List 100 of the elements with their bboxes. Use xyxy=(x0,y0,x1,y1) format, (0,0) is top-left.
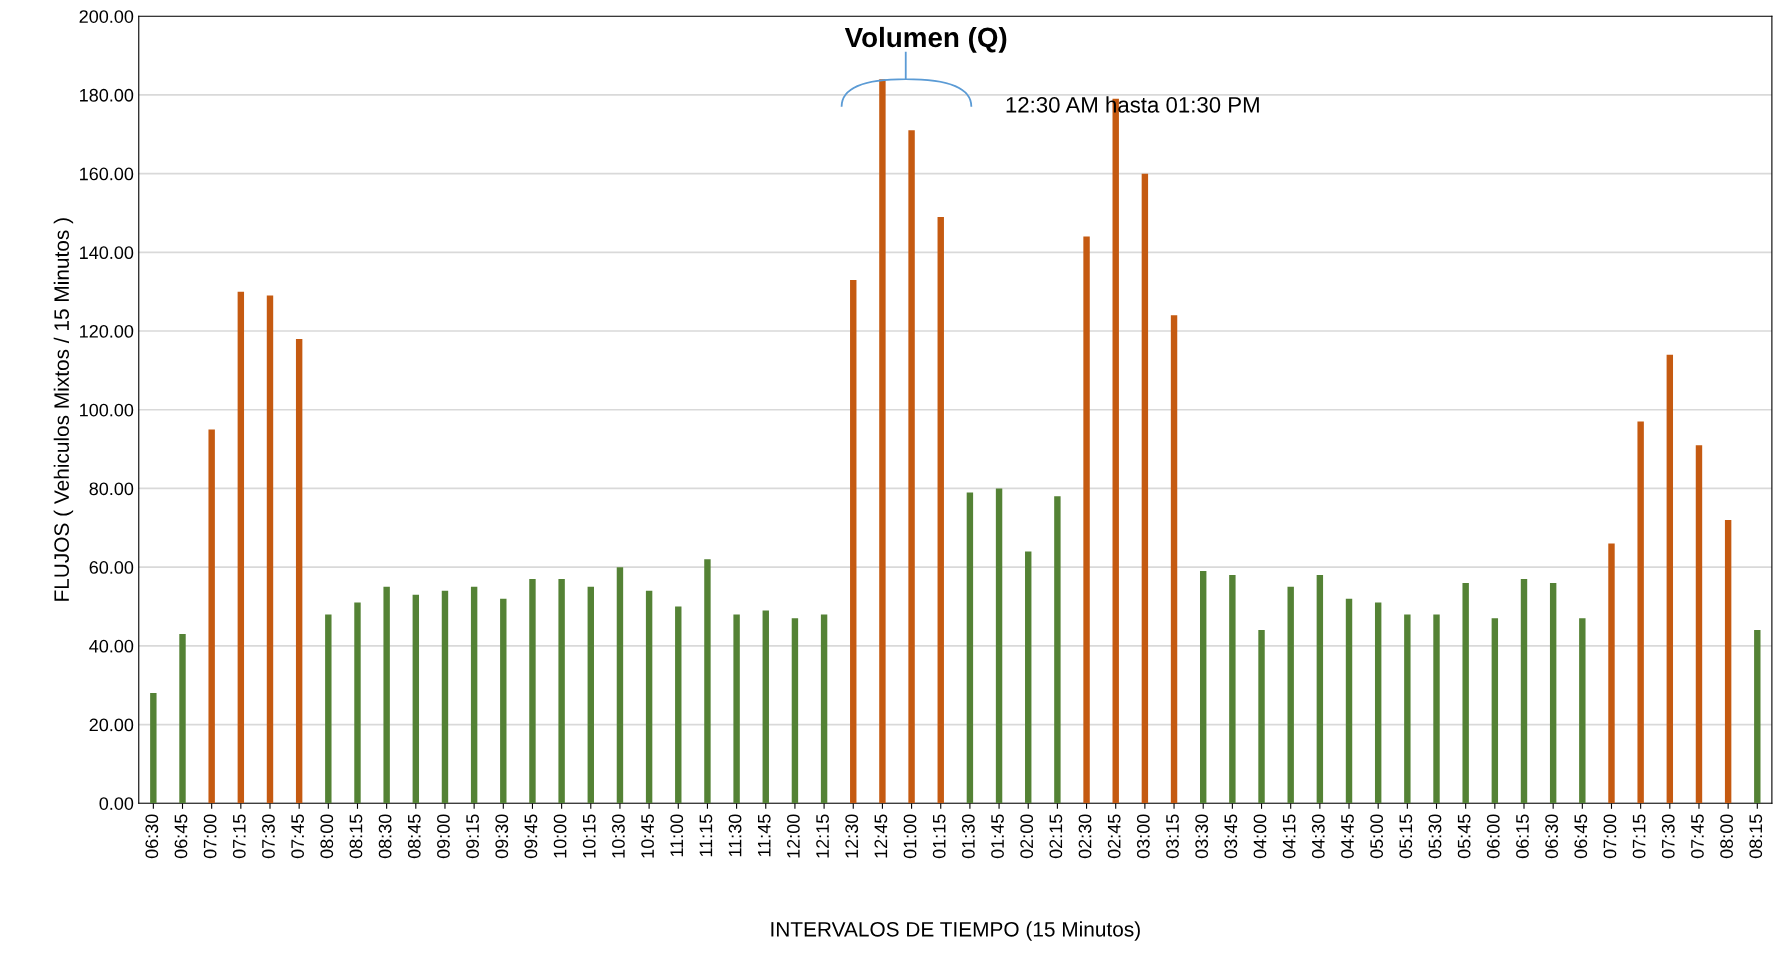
bar xyxy=(1724,519,1732,804)
bar xyxy=(675,606,682,804)
x-tick-label: 05:00 xyxy=(1370,814,1384,859)
y-tick-label: 180.00 xyxy=(80,88,134,102)
bar xyxy=(733,614,740,804)
bar xyxy=(1754,630,1761,804)
y-tick-label: 20.00 xyxy=(89,718,134,732)
x-tick-label: 05:30 xyxy=(1428,814,1442,859)
x-tick-label: 08:30 xyxy=(378,814,392,859)
bar xyxy=(879,79,886,804)
bar xyxy=(208,429,215,804)
bar xyxy=(995,488,1003,804)
bar xyxy=(150,693,157,804)
bar xyxy=(1287,586,1294,804)
x-tick-label: 12:30 xyxy=(845,814,859,858)
x-tick-label: 08:15 xyxy=(349,814,363,859)
bar xyxy=(704,559,711,804)
x-tick-label: 12:45 xyxy=(874,814,888,858)
y-tick-label: 40.00 xyxy=(89,639,134,653)
x-tick-label: 03:30 xyxy=(1195,814,1209,859)
bar xyxy=(1229,575,1236,804)
x-tick-label: 07:15 xyxy=(1632,814,1646,859)
x-tick-label: 02:30 xyxy=(1078,814,1092,859)
bar xyxy=(1462,582,1469,804)
x-tick-label: 02:15 xyxy=(1049,814,1063,859)
x-tick-label: 09:00 xyxy=(437,814,450,859)
bar xyxy=(1170,315,1178,804)
bar xyxy=(237,291,245,804)
x-tick-label: 04:00 xyxy=(1253,814,1267,859)
x-tick-label: 12:15 xyxy=(816,814,829,858)
x-tick-label: 11:15 xyxy=(699,814,713,857)
bar xyxy=(1316,575,1324,804)
bar xyxy=(1520,578,1528,804)
x-tick-label: 02:45 xyxy=(1107,814,1121,859)
x-tick-label: 01:15 xyxy=(932,814,946,859)
x-tick-label: 04:30 xyxy=(1311,814,1325,859)
x-tick-label: 06:15 xyxy=(1516,814,1529,859)
bar xyxy=(937,216,944,804)
x-tick-label: 07:30 xyxy=(1661,814,1675,859)
x-tick-label: 09:30 xyxy=(495,814,509,859)
bar xyxy=(1374,602,1382,804)
y-tick-label: 120.00 xyxy=(80,324,134,338)
bar xyxy=(1579,618,1586,804)
bar xyxy=(1608,543,1615,804)
bar xyxy=(558,578,565,804)
bar xyxy=(587,586,594,804)
bar xyxy=(1666,354,1674,804)
x-tick-label: 01:00 xyxy=(903,814,917,859)
x-tick-label: 06:45 xyxy=(1574,814,1588,859)
bar xyxy=(441,590,449,804)
bar xyxy=(645,590,653,804)
x-tick-label: 07:30 xyxy=(262,814,275,859)
bar xyxy=(325,614,332,804)
bar xyxy=(295,338,303,804)
x-tick-label: 10:45 xyxy=(641,814,654,858)
x-tick-label: 08:00 xyxy=(1720,814,1733,859)
y-tick-label: 160.00 xyxy=(80,167,134,181)
x-tick-label: 08:15 xyxy=(1749,814,1763,859)
bar xyxy=(1200,571,1207,804)
bar xyxy=(966,492,974,804)
bar xyxy=(412,594,420,804)
y-tick-label: 0.00 xyxy=(99,797,134,810)
x-tick-label: 08:45 xyxy=(407,814,421,859)
bar xyxy=(1549,582,1557,804)
bar xyxy=(354,602,361,804)
x-axis-title: INTERVALOS DE TIEMPO (15 Minutos) xyxy=(771,921,1140,941)
x-tick-label: 03:45 xyxy=(1224,814,1238,859)
y-tick-label: 100.00 xyxy=(80,403,134,417)
x-tick-label: 09:15 xyxy=(466,814,479,859)
y-tick-label: 60.00 xyxy=(89,561,134,574)
x-tick-label: 07:00 xyxy=(1603,814,1617,859)
x-tick-label: 03:00 xyxy=(1136,814,1150,859)
bar xyxy=(500,598,507,804)
bar xyxy=(1258,630,1265,804)
x-tick-label: 01:30 xyxy=(961,814,975,859)
x-tick-label: 04:45 xyxy=(1341,814,1354,859)
chart-title: Volumen (Q) xyxy=(844,26,1007,53)
bar xyxy=(1141,173,1149,804)
bar xyxy=(1491,618,1499,804)
x-tick-label: 10:00 xyxy=(553,814,567,858)
bar xyxy=(791,618,799,804)
y-axis-title: FLUJOS ( Vehiculos Mixtos / 15 Minutos ) xyxy=(53,218,74,601)
bar xyxy=(383,586,390,804)
x-tick-label: 11:00 xyxy=(670,814,684,857)
bar xyxy=(1345,598,1353,804)
x-tick-label: 11:30 xyxy=(728,814,742,857)
x-tick-label: 07:15 xyxy=(232,814,246,859)
bar xyxy=(1695,445,1703,804)
x-tick-label: 07:45 xyxy=(291,814,304,859)
x-tick-label: 11:45 xyxy=(758,814,771,857)
bar xyxy=(1433,614,1440,804)
x-tick-label: 07:45 xyxy=(1691,814,1704,859)
x-tick-label: 04:15 xyxy=(1282,814,1296,859)
bar xyxy=(266,295,274,804)
x-tick-label: 12:00 xyxy=(786,814,800,858)
x-tick-label: 10:30 xyxy=(612,814,625,858)
bar xyxy=(616,567,624,804)
y-tick-label: 80.00 xyxy=(89,482,134,496)
bar xyxy=(1054,496,1061,804)
x-tick-label: 03:15 xyxy=(1166,814,1179,859)
